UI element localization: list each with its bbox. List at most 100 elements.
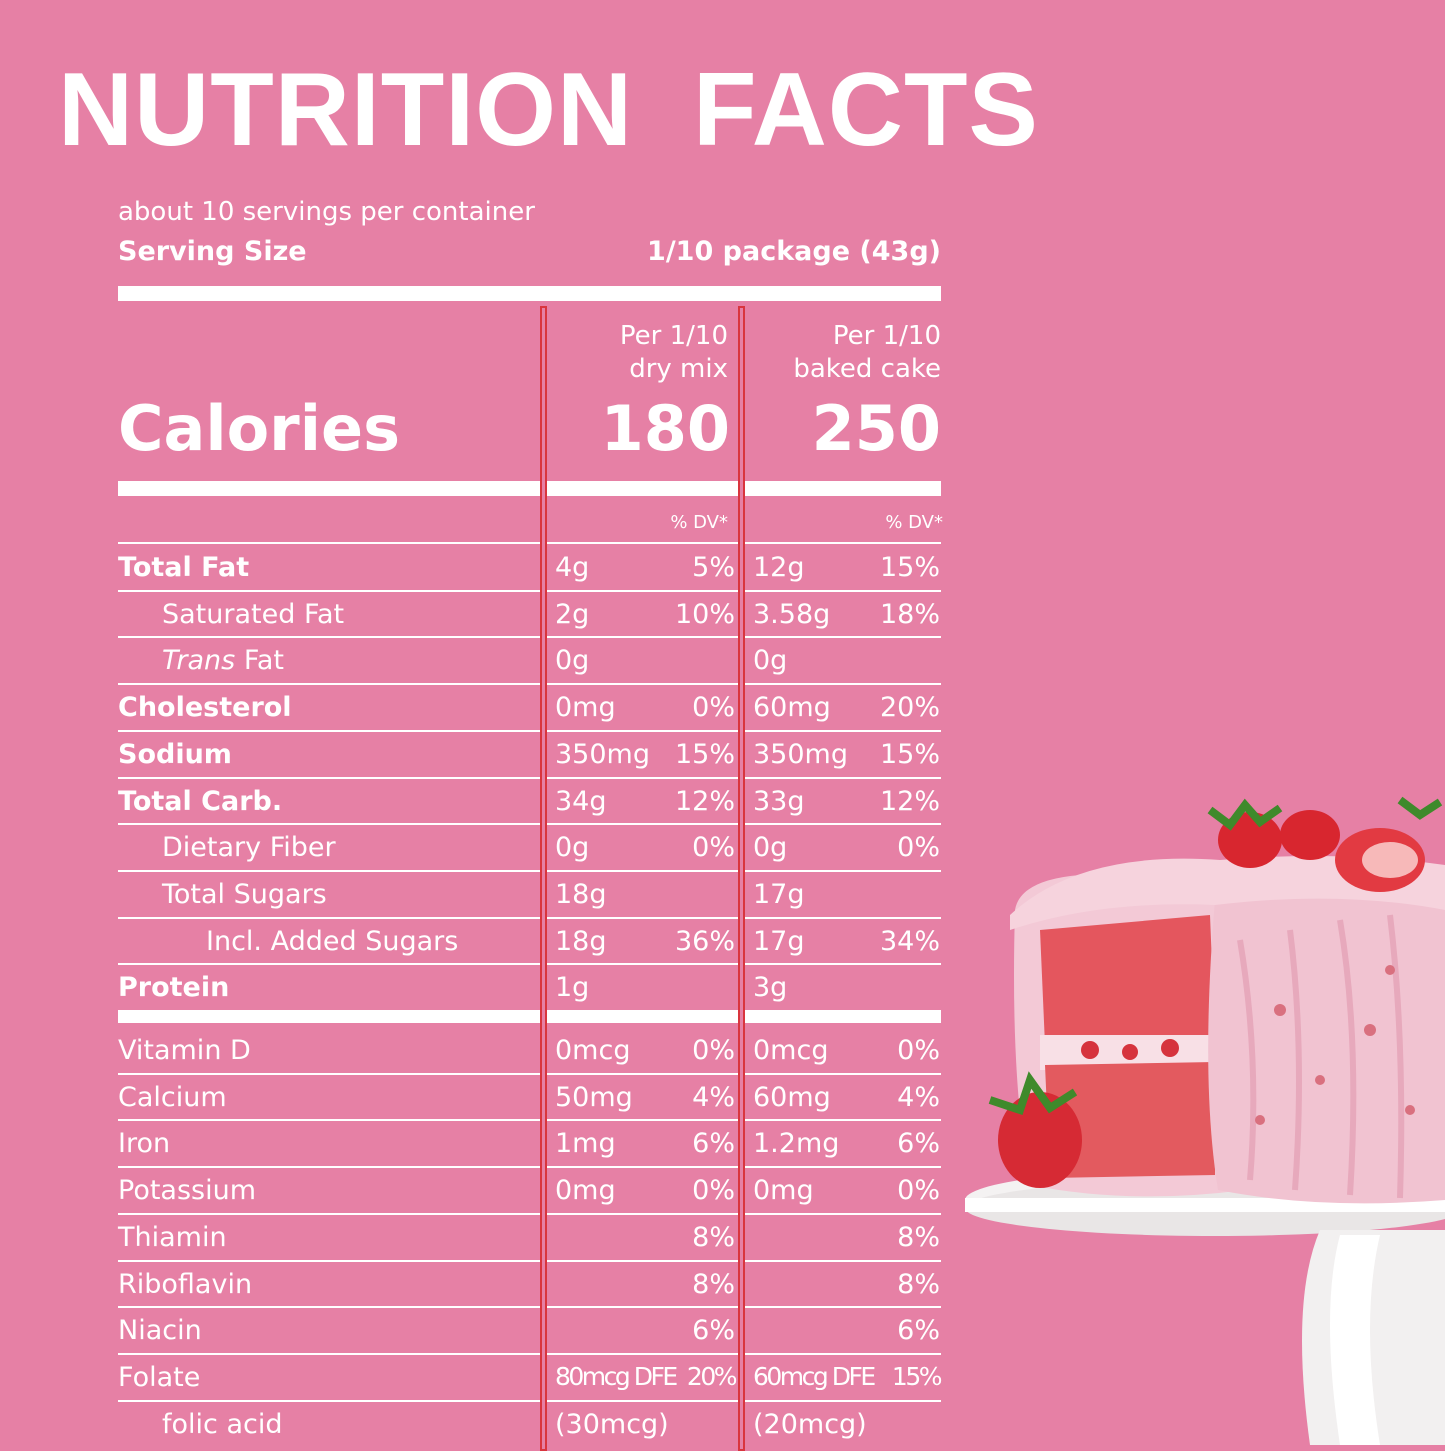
divider	[118, 823, 941, 826]
dv-baked-cake: 8%	[897, 1268, 940, 1300]
dv-dry-mix: 12%	[674, 785, 735, 817]
nutrient-row: Total Sugars 18g 17g	[0, 872, 1000, 918]
dv-baked-cake: 15%	[891, 1361, 943, 1391]
amount-dry-mix: 18g	[555, 878, 607, 910]
dv-baked-cake: 15%	[879, 552, 940, 583]
nutrient-row: Cholesterol 0mg 0% 60mg 20%	[0, 685, 1000, 731]
column-header-line1: Per 1/10	[832, 321, 941, 351]
vitamin-row: Thiamin 8% 8%	[0, 1215, 1000, 1261]
nutrient-label: Riboflavin	[118, 1269, 252, 1300]
divider	[118, 916, 941, 919]
dv-dry-mix: 4%	[692, 1081, 735, 1113]
nutrient-label-text: Calcium	[118, 1081, 227, 1113]
servings-per-container: about 10 servings per container	[118, 197, 535, 227]
nutrient-row: Protein 1g 3g	[0, 965, 1000, 1011]
amount-dry-mix: 4g	[555, 552, 590, 583]
nutrient-row: Incl. Added Sugars 18g 36% 17g 34%	[0, 919, 1000, 965]
amount-dry-mix: 80mcg DFE	[555, 1361, 678, 1391]
dv-dry-mix: 6%	[692, 1128, 735, 1160]
nutrient-label: Vitamin D	[118, 1035, 251, 1066]
divider	[118, 1166, 941, 1169]
nutrient-label-text: Potassium	[118, 1175, 257, 1207]
nutrient-label-text: Dietary Fiber	[162, 832, 336, 864]
nutrient-row: Saturated Fat 2g 10% 3.58g 18%	[0, 592, 1000, 638]
thick-rule-calories	[118, 481, 941, 496]
nutrient-label: Folate	[118, 1362, 200, 1393]
vitamin-row: Riboflavin 8% 8%	[0, 1262, 1000, 1308]
calories-dry-mix: 180	[600, 392, 730, 465]
divider	[118, 683, 941, 686]
divider	[118, 1259, 941, 1262]
nutrient-label-text: folic acid	[162, 1408, 283, 1440]
nutrient-label-text: Total Sugars	[162, 878, 327, 910]
divider	[118, 729, 941, 732]
column-header-line2: baked cake	[793, 354, 941, 384]
serving-size: Serving Size 1/10 package (43g)	[118, 236, 941, 267]
dv-dry-mix: 36%	[674, 925, 735, 957]
serving-size-value: 1/10 package (43g)	[647, 236, 941, 267]
amount-baked-cake: 1.2mg	[753, 1128, 840, 1160]
nutrient-label: Dietary Fiber	[162, 832, 336, 863]
vitamin-row: Calcium 50mg 4% 60mg 4%	[0, 1075, 1000, 1121]
column-header-baked-cake: Per 1/10 baked cake	[760, 320, 941, 386]
dv-baked-cake: 12%	[879, 785, 940, 817]
vitamin-row: Potassium 0mg 0% 0mg 0%	[0, 1168, 1000, 1214]
amount-baked-cake: 3.58g	[753, 598, 831, 630]
divider	[118, 636, 941, 639]
serving-size-label: Serving Size	[118, 236, 307, 267]
nutrient-label-text: Riboflavin	[118, 1268, 253, 1300]
amount-dry-mix: 1g	[555, 972, 590, 1004]
amount-baked-cake: 33g	[753, 785, 805, 817]
divider	[118, 589, 941, 592]
amount-dry-mix: 0g	[555, 832, 590, 864]
amount-baked-cake: 0g	[753, 832, 788, 864]
divider	[118, 776, 941, 779]
calories-baked-cake: 250	[811, 392, 941, 465]
dv-dry-mix: 0%	[692, 1035, 735, 1066]
amount-baked-cake: 350mg	[753, 738, 848, 770]
dv-dry-mix: 0%	[692, 1175, 735, 1207]
nutrient-label-rest: Fat	[235, 645, 285, 677]
divider	[118, 1306, 941, 1309]
dv-baked-cake: 8%	[897, 1221, 940, 1253]
nutrient-label: Total Sugars	[162, 879, 327, 910]
nutrient-label: Incl. Added Sugars	[206, 926, 458, 957]
dv-dry-mix: 0%	[692, 692, 735, 724]
amount-baked-cake: 17g	[753, 878, 805, 910]
dv-header-baked-cake: % DV*	[885, 512, 943, 533]
divider	[118, 869, 941, 872]
nutrient-label-text: Incl. Added Sugars	[206, 925, 459, 957]
dv-baked-cake: 18%	[879, 598, 940, 630]
dv-dry-mix: 6%	[692, 1315, 735, 1347]
amount-dry-mix: 2g	[555, 598, 590, 630]
divider	[118, 1352, 941, 1355]
amount-baked-cake: 60mcg DFE	[753, 1361, 876, 1391]
dv-dry-mix: 0%	[692, 832, 735, 864]
dv-dry-mix: 8%	[692, 1268, 735, 1300]
nutrient-label-text: Thiamin	[118, 1221, 227, 1253]
amount-dry-mix: 1mg	[555, 1128, 616, 1160]
vitamin-row: Niacin 6% 6%	[0, 1308, 1000, 1354]
nutrient-label: Potassium	[118, 1175, 256, 1206]
strawberry-cake-photo	[965, 796, 1445, 1445]
dv-dry-mix: 20%	[686, 1361, 738, 1391]
nutrient-label: Total Fat	[118, 552, 249, 583]
divider	[118, 1212, 941, 1215]
amount-baked-cake: 60mg	[753, 692, 831, 724]
dv-baked-cake: 0%	[897, 1175, 940, 1207]
divider	[118, 542, 941, 544]
amount-dry-mix: 0g	[555, 645, 590, 677]
nutrient-label-text: Folate	[118, 1361, 201, 1393]
dv-baked-cake: 34%	[879, 925, 940, 957]
amount-baked-cake: 17g	[753, 925, 805, 957]
nutrient-label: Sodium	[118, 739, 232, 770]
nutrient-label-text: Cholesterol	[118, 692, 292, 724]
amount-baked-cake: 0mcg	[753, 1035, 829, 1066]
nutrient-label-text: Total Fat	[118, 552, 250, 583]
nutrient-label: folic acid	[162, 1409, 283, 1440]
dv-dry-mix: 5%	[692, 552, 735, 583]
nutrient-label: Calcium	[118, 1082, 227, 1113]
dv-baked-cake: 15%	[879, 738, 940, 770]
dv-baked-cake: 6%	[897, 1128, 940, 1160]
amount-dry-mix: (30mcg)	[555, 1408, 669, 1440]
